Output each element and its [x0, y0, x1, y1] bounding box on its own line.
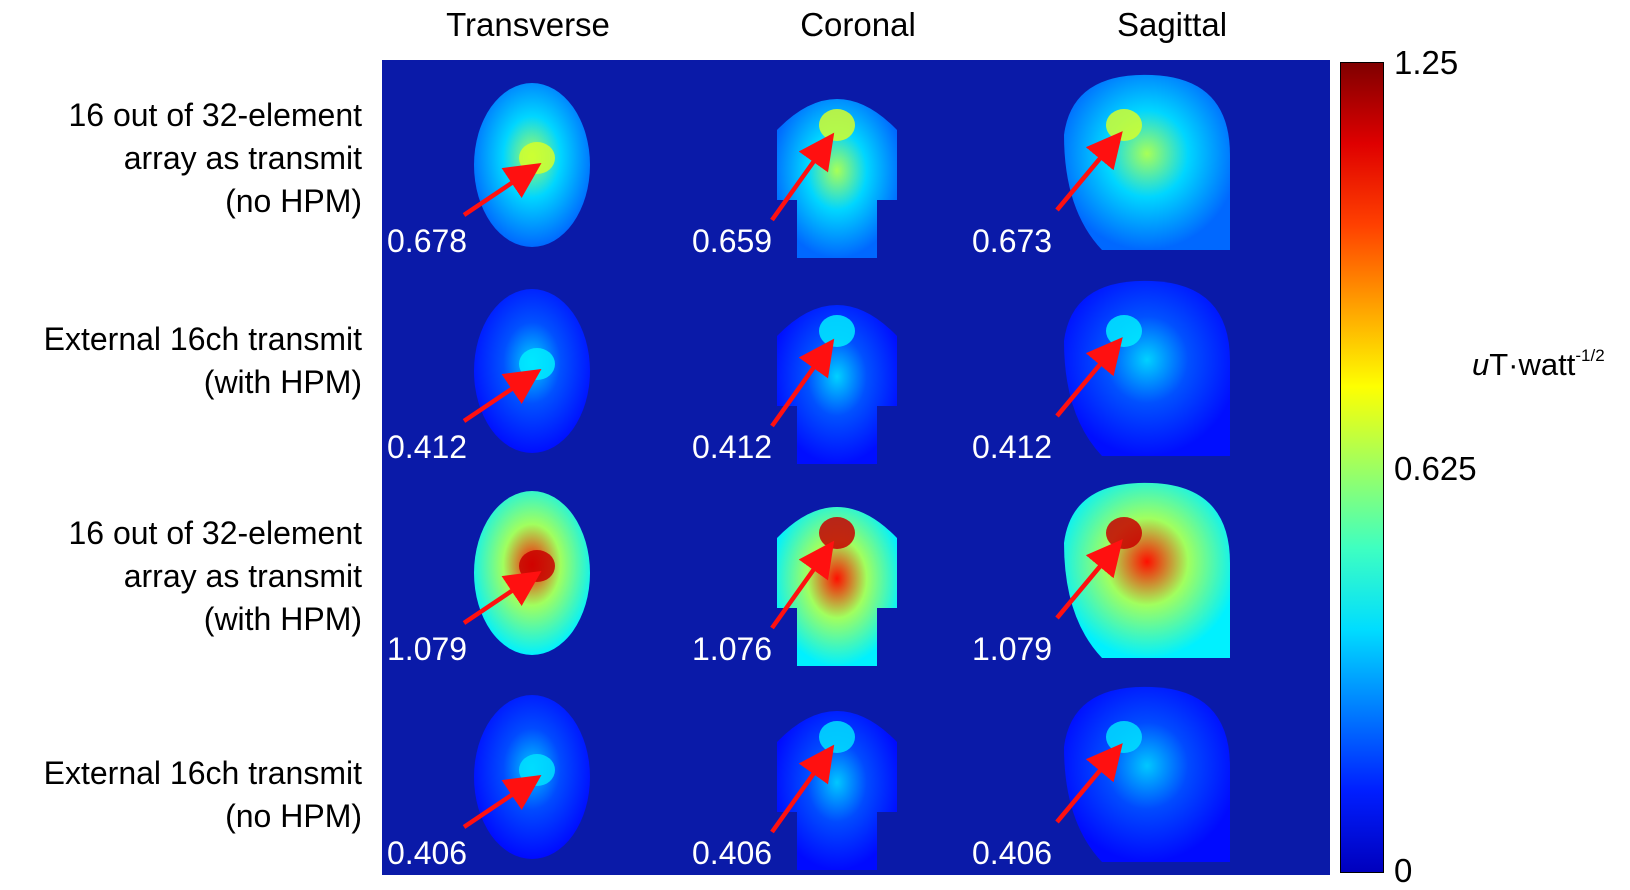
hotspot: [519, 754, 555, 786]
hotspot: [819, 517, 855, 549]
colorbar-max-label: 1.25: [1394, 44, 1459, 81]
hotspot: [1106, 721, 1142, 753]
map-sagittal-row-2: 0.412: [972, 280, 1230, 465]
pointer-arrow: [770, 744, 835, 834]
unit-main: T·watt: [1489, 347, 1576, 382]
value-label-transverse-row-3: 1.079: [387, 631, 467, 667]
map-coronal-row-4: 0.406: [692, 711, 897, 871]
head-slice: [1064, 280, 1230, 456]
column-header-coronal: Coronal: [800, 6, 916, 43]
map-coronal-row-1: 0.659: [692, 99, 897, 259]
colorbar-mid-label: 0.625: [1394, 450, 1477, 487]
map-coronal-row-2: 0.412: [692, 305, 897, 465]
map-coronal-row-3: 1.076: [692, 507, 897, 667]
pointer-arrow: [462, 162, 542, 217]
hotspot: [519, 550, 555, 582]
row-label-line: array as transmit: [123, 140, 362, 176]
row-label-line: 16 out of 32-element: [68, 515, 362, 551]
column-header-transverse: Transverse: [446, 6, 610, 43]
pointer-arrow: [1055, 131, 1123, 212]
unit-prefix: u: [1472, 347, 1490, 382]
pointer-arrow: [770, 338, 835, 428]
row-label-line: 16 out of 32-element: [68, 97, 362, 133]
row-label-line: (with HPM): [203, 364, 362, 400]
map-transverse-row-4: 0.406: [387, 695, 590, 871]
value-label-transverse-row-4: 0.406: [387, 835, 467, 871]
map-transverse-row-3: 1.079: [387, 491, 590, 667]
map-sagittal-row-1: 0.673: [972, 74, 1230, 259]
head-slice: [1064, 686, 1230, 862]
hotspot: [1106, 517, 1142, 549]
value-label-coronal-row-4: 0.406: [692, 835, 772, 871]
pointer-arrow: [770, 540, 835, 630]
pointer-arrow: [1055, 743, 1123, 824]
value-label-coronal-row-3: 1.076: [692, 631, 772, 667]
row-label-4: External 16ch transmit (no HPM): [44, 752, 362, 838]
column-header-sagittal: Sagittal: [1116, 6, 1228, 43]
pointer-arrow: [1055, 337, 1123, 418]
pointer-arrow: [770, 132, 835, 222]
row-label-line: External 16ch transmit: [43, 755, 362, 791]
colorbar: [1340, 62, 1384, 873]
hotspot: [1106, 315, 1142, 347]
row-label-line: (no HPM): [225, 183, 362, 219]
row-label-line: (with HPM): [203, 601, 362, 637]
head-slice: [1064, 482, 1230, 658]
pointer-arrow: [462, 774, 542, 829]
map-sagittal-row-4: 0.406: [972, 686, 1230, 871]
map-transverse-row-2: 0.412: [387, 289, 590, 465]
b1-map-panel: 0.678 0.659 0.673 0.412 0.412 0.412 1.079 1.076…: [382, 60, 1330, 875]
value-label-sagittal-row-2: 0.412: [972, 429, 1052, 465]
value-label-transverse-row-2: 0.412: [387, 429, 467, 465]
hotspot: [819, 109, 855, 141]
value-label-sagittal-row-4: 0.406: [972, 835, 1052, 871]
value-label-coronal-row-1: 0.659: [692, 223, 772, 259]
row-label-3: 16 out of 32-element array as transmit (…: [68, 512, 362, 641]
value-label-sagittal-row-1: 0.673: [972, 223, 1052, 259]
map-sagittal-row-3: 1.079: [972, 482, 1230, 667]
row-label-2: External 16ch transmit (with HPM): [44, 318, 362, 404]
pointer-arrow: [462, 570, 542, 625]
row-label-line: (no HPM): [225, 798, 362, 834]
colorbar-unit-label: uT·watt-1/2: [1472, 346, 1605, 383]
hotspot: [519, 142, 555, 174]
value-label-transverse-row-1: 0.678: [387, 223, 467, 259]
row-label-line: array as transmit: [123, 558, 362, 594]
head-slice: [1064, 74, 1230, 250]
pointer-arrow: [1055, 539, 1123, 620]
row-label-1: 16 out of 32-element array as transmit (…: [68, 94, 362, 223]
hotspot: [1106, 109, 1142, 141]
unit-exponent: -1/2: [1575, 346, 1605, 365]
pointer-arrow: [462, 368, 542, 423]
hotspot: [819, 721, 855, 753]
value-label-coronal-row-2: 0.412: [692, 429, 772, 465]
row-label-line: External 16ch transmit: [43, 321, 362, 357]
hotspot: [819, 315, 855, 347]
value-label-sagittal-row-3: 1.079: [972, 631, 1052, 667]
b1-map-grid: 0.678 0.659 0.673 0.412 0.412 0.412 1.079 1.076…: [387, 74, 1230, 871]
colorbar-min-label: 0: [1394, 852, 1413, 889]
map-transverse-row-1: 0.678: [387, 83, 590, 259]
hotspot: [519, 348, 555, 380]
